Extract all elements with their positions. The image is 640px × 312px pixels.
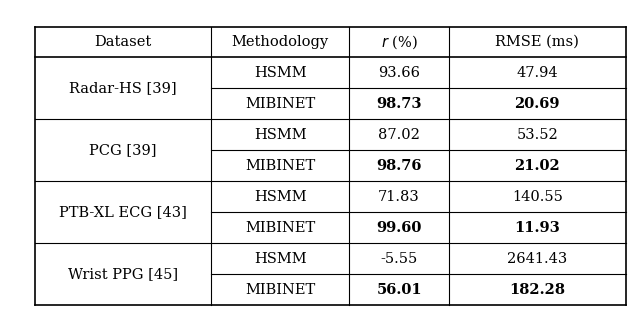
Text: 93.66: 93.66: [378, 66, 420, 80]
Text: 98.73: 98.73: [376, 97, 422, 111]
Text: 2641.43: 2641.43: [507, 252, 568, 266]
Text: 53.52: 53.52: [516, 128, 558, 142]
Text: PCG [39]: PCG [39]: [90, 143, 157, 157]
Text: Methodology: Methodology: [232, 35, 329, 49]
Text: MIBINET: MIBINET: [245, 97, 316, 111]
Text: MIBINET: MIBINET: [245, 283, 316, 297]
Text: MIBINET: MIBINET: [245, 159, 316, 173]
Text: HSMM: HSMM: [254, 190, 307, 204]
Text: 47.94: 47.94: [516, 66, 558, 80]
Text: 21.02: 21.02: [515, 159, 560, 173]
Text: 20.69: 20.69: [515, 97, 560, 111]
Text: 56.01: 56.01: [376, 283, 422, 297]
Text: Dataset: Dataset: [95, 35, 152, 49]
Text: MIBINET: MIBINET: [245, 221, 316, 235]
Text: 11.93: 11.93: [515, 221, 560, 235]
Text: PTB-XL ECG [43]: PTB-XL ECG [43]: [60, 205, 187, 219]
Text: HSMM: HSMM: [254, 128, 307, 142]
Text: 99.60: 99.60: [376, 221, 422, 235]
Text: -5.55: -5.55: [380, 252, 418, 266]
Text: RMSE (ms): RMSE (ms): [495, 35, 579, 49]
Text: 98.76: 98.76: [376, 159, 422, 173]
Text: $r$ (%): $r$ (%): [381, 33, 417, 51]
Text: Wrist PPG [45]: Wrist PPG [45]: [68, 267, 179, 281]
Text: 87.02: 87.02: [378, 128, 420, 142]
Text: HSMM: HSMM: [254, 66, 307, 80]
Text: 182.28: 182.28: [509, 283, 565, 297]
Text: Radar-HS [39]: Radar-HS [39]: [69, 81, 177, 95]
Text: 71.83: 71.83: [378, 190, 420, 204]
Text: 140.55: 140.55: [512, 190, 563, 204]
Text: HSMM: HSMM: [254, 252, 307, 266]
